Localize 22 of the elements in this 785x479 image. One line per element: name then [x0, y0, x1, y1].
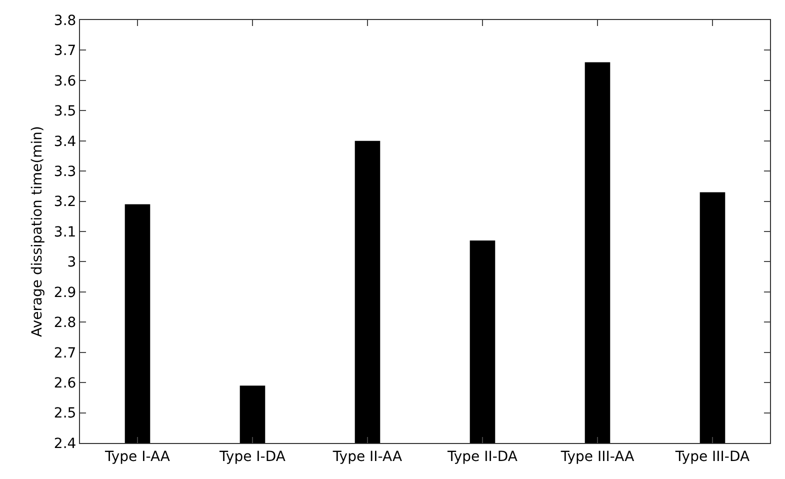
y-tick-label: 3.8 [54, 12, 76, 29]
y-tick-label: 2.9 [54, 284, 76, 301]
x-tick-label: Type II-AA [332, 448, 402, 465]
y-tick-label: 3.5 [54, 104, 76, 120]
y-tick-label: 3.1 [54, 224, 76, 240]
y-tick-label: 2.5 [54, 406, 76, 422]
x-tick-label: Type III-DA [674, 448, 750, 465]
x-tick-label: Type III-AA [560, 448, 635, 465]
y-axis-title: Average dissipation time(min) [30, 126, 46, 337]
y-tick-label: 3.6 [54, 73, 76, 90]
y-tick-label: 3.7 [54, 43, 76, 60]
y-tick-label: 2.8 [54, 315, 76, 332]
y-tick-label: 2.4 [54, 436, 76, 452]
y-tick-label: 3.3 [54, 164, 76, 180]
x-tick-label: Type II-DA [446, 448, 518, 465]
y-tick-label: 2.7 [54, 345, 76, 362]
y-tick-label: 2.6 [54, 375, 76, 392]
x-tick-label: Type I-AA [104, 448, 170, 465]
x-tick-label: Type I-DA [218, 448, 286, 465]
y-tick-label: 3.4 [54, 134, 76, 150]
y-tick-label: 3 [67, 254, 76, 271]
y-tick-label: 3.2 [54, 194, 76, 210]
